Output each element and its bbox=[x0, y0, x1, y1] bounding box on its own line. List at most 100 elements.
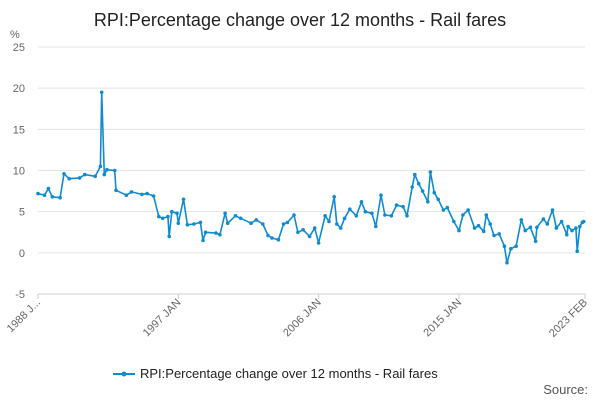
data-point[interactable] bbox=[445, 205, 450, 210]
data-point[interactable] bbox=[559, 219, 564, 224]
data-point[interactable] bbox=[466, 208, 470, 212]
data-point[interactable] bbox=[276, 237, 281, 242]
data-point[interactable] bbox=[160, 216, 165, 221]
data-point[interactable] bbox=[535, 225, 539, 230]
data-point[interactable] bbox=[77, 176, 82, 180]
data-point[interactable] bbox=[83, 172, 87, 177]
data-point[interactable] bbox=[342, 216, 347, 221]
data-point[interactable] bbox=[416, 181, 421, 186]
data-point[interactable] bbox=[370, 211, 374, 216]
data-point[interactable] bbox=[354, 214, 359, 218]
data-point[interactable] bbox=[67, 176, 71, 181]
data-point[interactable] bbox=[176, 221, 181, 225]
data-point[interactable] bbox=[348, 207, 352, 211]
data-point[interactable] bbox=[323, 214, 327, 218]
data-point[interactable] bbox=[105, 167, 109, 172]
data-point[interactable] bbox=[472, 226, 477, 230]
data-point[interactable] bbox=[292, 213, 296, 217]
data-point[interactable] bbox=[327, 219, 331, 224]
data-point[interactable] bbox=[170, 209, 174, 214]
data-point[interactable] bbox=[581, 219, 586, 224]
data-point[interactable] bbox=[410, 185, 415, 189]
data-point[interactable] bbox=[578, 224, 582, 229]
data-point[interactable] bbox=[201, 238, 205, 243]
data-point[interactable] bbox=[514, 244, 518, 248]
data-point[interactable] bbox=[461, 213, 465, 217]
data-point[interactable] bbox=[214, 231, 218, 235]
data-point[interactable] bbox=[413, 172, 417, 177]
data-point[interactable] bbox=[519, 218, 524, 222]
data-point[interactable] bbox=[238, 216, 243, 221]
data-point[interactable] bbox=[36, 191, 40, 196]
data-point[interactable] bbox=[457, 228, 461, 233]
data-point[interactable] bbox=[266, 233, 270, 238]
data-point[interactable] bbox=[335, 222, 339, 226]
data-point[interactable] bbox=[420, 189, 425, 193]
data-point[interactable] bbox=[249, 221, 253, 225]
data-point[interactable] bbox=[432, 190, 437, 195]
data-point[interactable] bbox=[185, 223, 190, 227]
data-point[interactable] bbox=[374, 224, 378, 229]
data-point[interactable] bbox=[270, 236, 274, 240]
data-point[interactable] bbox=[50, 195, 55, 199]
data-point[interactable] bbox=[565, 232, 569, 237]
data-point[interactable] bbox=[502, 244, 507, 248]
data-point[interactable] bbox=[166, 214, 170, 219]
data-point[interactable] bbox=[102, 172, 107, 177]
data-point[interactable] bbox=[175, 211, 179, 216]
data-point[interactable] bbox=[98, 164, 103, 169]
data-point[interactable] bbox=[389, 214, 394, 218]
data-point[interactable] bbox=[233, 214, 238, 218]
data-point[interactable] bbox=[112, 168, 117, 173]
data-point[interactable] bbox=[575, 249, 579, 253]
data-point[interactable] bbox=[114, 188, 118, 193]
data-point[interactable] bbox=[394, 203, 399, 207]
data-point[interactable] bbox=[316, 241, 321, 245]
data-point[interactable] bbox=[167, 234, 171, 239]
data-point[interactable] bbox=[42, 193, 47, 197]
data-point[interactable] bbox=[401, 204, 405, 209]
data-point[interactable] bbox=[198, 220, 203, 225]
data-point[interactable] bbox=[484, 213, 489, 217]
data-point[interactable] bbox=[93, 174, 97, 179]
data-point[interactable] bbox=[192, 222, 196, 226]
data-point[interactable] bbox=[426, 200, 430, 204]
data-point[interactable] bbox=[570, 228, 574, 233]
data-point[interactable] bbox=[554, 226, 559, 230]
data-point[interactable] bbox=[338, 226, 343, 230]
data-point[interactable] bbox=[129, 190, 134, 194]
data-point[interactable] bbox=[528, 225, 533, 230]
data-point[interactable] bbox=[405, 214, 409, 218]
data-point[interactable] bbox=[428, 170, 433, 174]
data-point[interactable] bbox=[452, 219, 456, 224]
data-point[interactable] bbox=[332, 195, 337, 199]
data-point[interactable] bbox=[307, 234, 312, 239]
data-point[interactable] bbox=[58, 195, 62, 200]
data-point[interactable] bbox=[359, 200, 364, 204]
data-point[interactable] bbox=[492, 233, 496, 238]
data-point[interactable] bbox=[488, 222, 493, 226]
data-point[interactable] bbox=[157, 214, 161, 219]
data-point[interactable] bbox=[497, 232, 502, 236]
legend[interactable]: RPI:Percentage change over 12 months - R… bbox=[113, 366, 438, 381]
data-point[interactable] bbox=[523, 228, 527, 233]
data-point[interactable] bbox=[379, 193, 383, 197]
data-point[interactable] bbox=[505, 260, 509, 265]
data-point[interactable] bbox=[225, 221, 230, 225]
data-point[interactable] bbox=[140, 192, 144, 197]
data-point[interactable] bbox=[574, 226, 578, 230]
data-point[interactable] bbox=[533, 239, 538, 244]
data-point[interactable] bbox=[296, 230, 300, 235]
data-point[interactable] bbox=[181, 197, 186, 202]
data-point[interactable] bbox=[62, 172, 66, 176]
data-point[interactable] bbox=[545, 222, 550, 226]
data-point[interactable] bbox=[476, 223, 481, 228]
data-point[interactable] bbox=[541, 217, 546, 221]
data-point[interactable] bbox=[383, 213, 387, 217]
data-point[interactable] bbox=[124, 193, 129, 197]
data-point[interactable] bbox=[312, 226, 317, 230]
data-point[interactable] bbox=[223, 211, 227, 216]
data-point[interactable] bbox=[99, 90, 104, 95]
data-point[interactable] bbox=[481, 229, 486, 234]
data-point[interactable] bbox=[145, 191, 149, 196]
